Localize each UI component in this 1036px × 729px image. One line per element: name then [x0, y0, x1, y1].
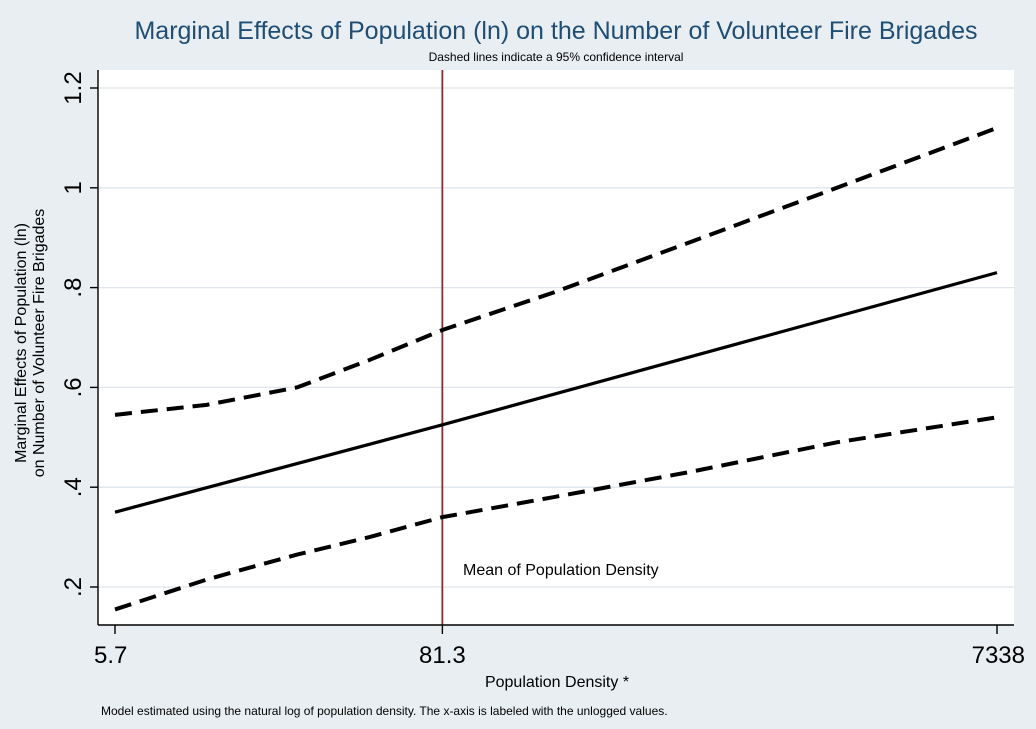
x-tick-label-81-3: 81.3	[419, 642, 466, 669]
y-tick-label-1-2: 1.2	[60, 71, 87, 104]
reference-line-label: Mean of Population Density	[463, 562, 659, 579]
y-tick-label-0-8: .8	[60, 278, 87, 298]
x-tick-layer: 5.7 81.3 7338	[94, 625, 1025, 669]
upper-confidence-line	[114, 126, 998, 417]
x-tick-label-5-7: 5.7	[94, 642, 127, 669]
chart-subtitle: Dashed lines indicate a 95% confidence i…	[429, 50, 684, 64]
x-axis-title: Population Density *	[485, 674, 629, 691]
y-tick-label-0-4: .4	[60, 477, 87, 497]
series-layer	[114, 126, 998, 612]
lower-confidence-line	[114, 415, 998, 612]
plot-area	[98, 70, 1014, 625]
y-tick-label-0-6: .6	[60, 377, 87, 397]
y-tick-label-1: 1	[60, 181, 87, 194]
grid-lines	[98, 87, 1014, 588]
y-tick-label-0-2: .2	[60, 577, 87, 597]
y-axis-title-line-1: Marginal Effects of Population (ln)	[13, 223, 30, 463]
y-tick-layer: .2 .4 .6 .8 1 1.2	[60, 71, 98, 597]
x-tick-label-7338: 7338	[972, 642, 1025, 669]
axes	[97, 70, 1014, 626]
y-axis-title-line-2: on Number of Volunteer Fire Brigades	[31, 209, 48, 478]
chart-note: Model estimated using the natural log of…	[101, 704, 668, 718]
estimate-line	[114, 271, 998, 514]
chart-title: Marginal Effects of Population (ln) on t…	[134, 17, 977, 45]
